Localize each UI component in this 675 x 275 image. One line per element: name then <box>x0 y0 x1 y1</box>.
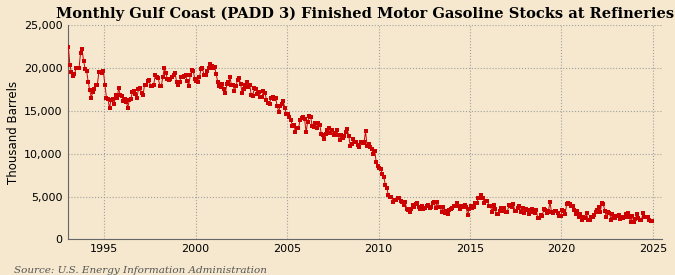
Text: Source: U.S. Energy Information Administration: Source: U.S. Energy Information Administ… <box>14 266 267 275</box>
Title: Monthly Gulf Coast (PADD 3) Finished Motor Gasoline Stocks at Refineries: Monthly Gulf Coast (PADD 3) Finished Mot… <box>56 7 674 21</box>
Y-axis label: Thousand Barrels: Thousand Barrels <box>7 81 20 184</box>
